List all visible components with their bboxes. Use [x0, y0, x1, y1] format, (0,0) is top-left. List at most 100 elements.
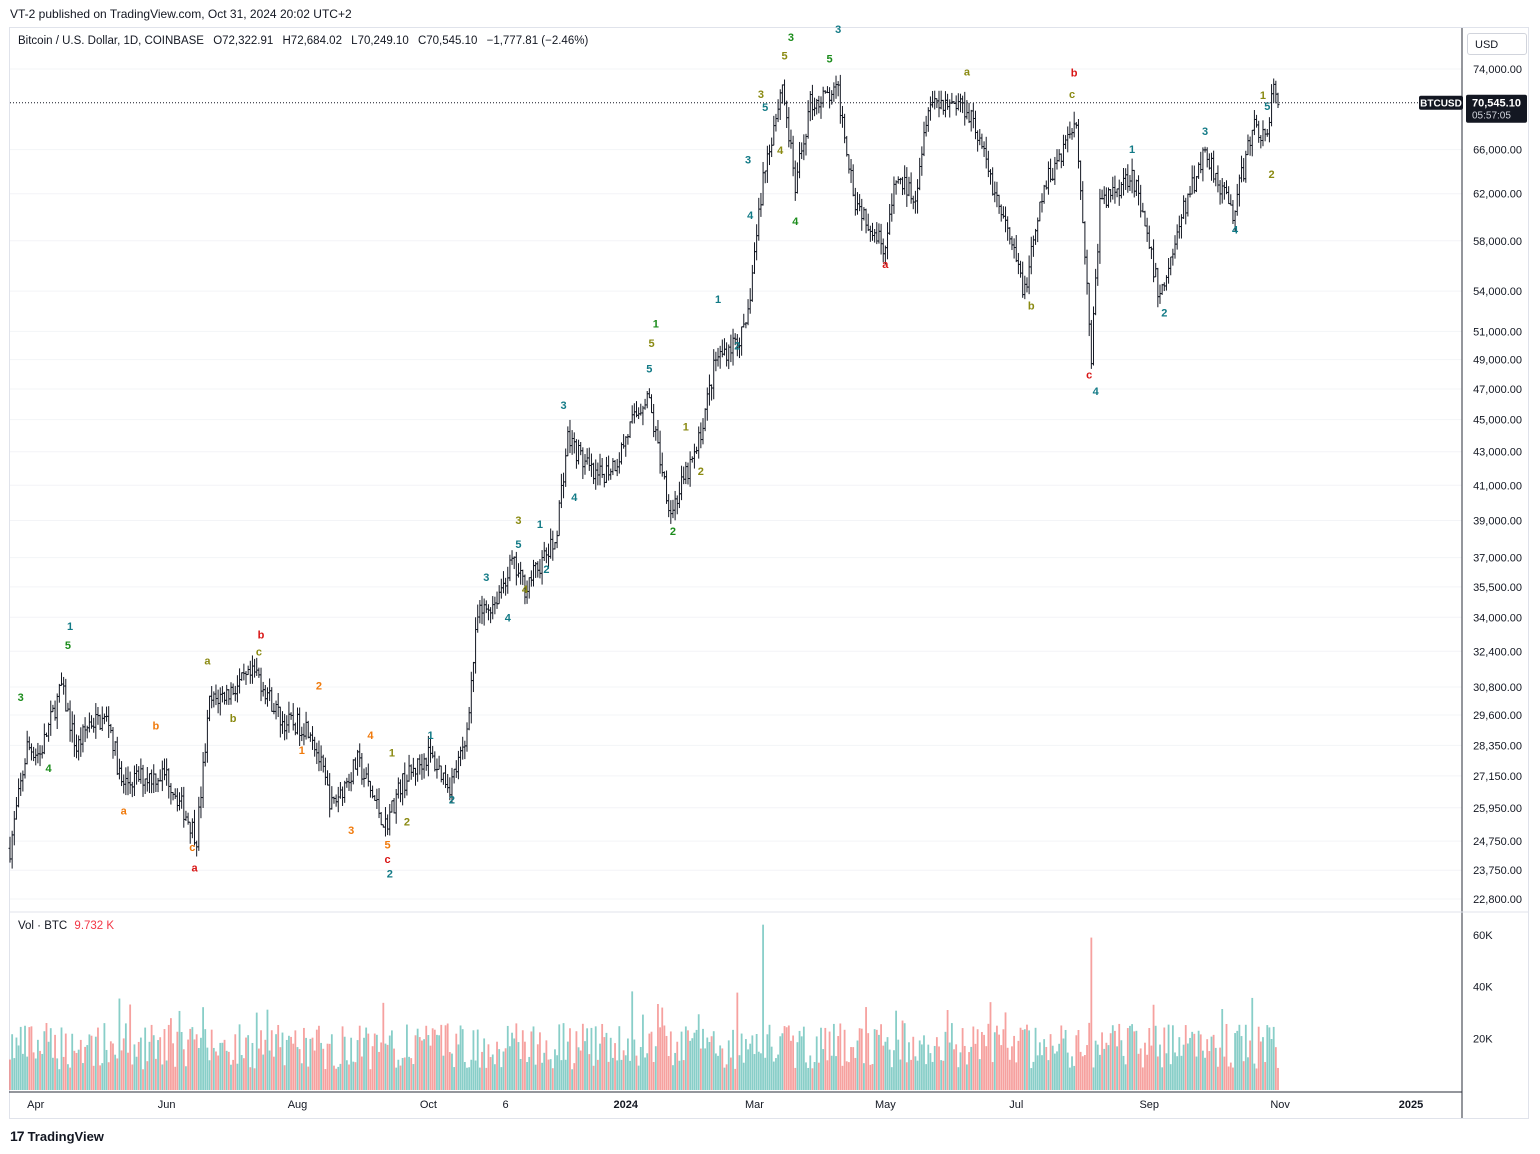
volume-bar — [1270, 1039, 1273, 1090]
ohlc-bar — [499, 578, 503, 599]
volume-axis: 60K 40K 20K — [1473, 930, 1493, 1045]
wave-label: 2 — [698, 466, 704, 478]
volume-bar — [182, 1049, 185, 1090]
wave-label: 3 — [758, 89, 764, 101]
ohlc-bar — [1115, 188, 1119, 198]
volume-bar — [236, 1063, 239, 1090]
ohlc-bar — [1182, 195, 1186, 219]
volume-bar — [594, 1026, 597, 1090]
volume-bar — [826, 1060, 829, 1090]
price-bars — [8, 74, 1280, 869]
volume-bar — [742, 1062, 745, 1090]
volume-bar — [296, 1047, 299, 1090]
volume-bar — [556, 1055, 559, 1090]
volume-bar — [189, 1028, 192, 1090]
ohlc-bar — [1147, 225, 1151, 250]
ohlc-bar — [197, 796, 201, 851]
ohlc-bar — [375, 788, 379, 809]
volume-tick-label: 20K — [1473, 1033, 1493, 1045]
volume-bar — [322, 1048, 325, 1090]
ohlc-bar — [253, 658, 257, 678]
time-axis[interactable]: Apr Jun Aug Oct 6 2024 Mar May Jul Sep Nov 2025 — [27, 1099, 1423, 1111]
tradingview-logo-icon: 17 — [10, 1128, 25, 1144]
volume-bar — [1191, 1031, 1194, 1090]
ohlc-bar — [120, 761, 124, 787]
ohlc-bar — [463, 740, 467, 760]
ohlc-bar — [746, 299, 750, 326]
volume-bar — [669, 1031, 672, 1090]
wave-label: 1 — [537, 519, 543, 531]
volume-bar — [541, 1062, 543, 1090]
wave-label: 1 — [715, 294, 721, 306]
ohlc-bar — [1190, 165, 1194, 195]
ohlc-bar — [791, 135, 795, 177]
volume-bar — [285, 1039, 288, 1090]
price-tick-label: 30,800.00 — [1473, 682, 1522, 694]
ohlc-bar — [851, 164, 855, 197]
ohlc-bar — [276, 693, 280, 718]
volume-bar — [393, 1048, 395, 1090]
currency-button[interactable]: USD — [1467, 33, 1527, 55]
volume-bar — [468, 1067, 471, 1090]
volume-bar — [264, 1039, 267, 1090]
volume-bar — [1165, 1053, 1168, 1090]
ohlc-bar — [1126, 164, 1130, 193]
ohlc-bar — [667, 494, 671, 518]
volume-bar — [380, 1042, 383, 1090]
volume-bar — [588, 1054, 591, 1090]
volume-bar — [534, 1064, 537, 1090]
ohlc-bar — [265, 687, 269, 707]
time-tick-label: May — [875, 1099, 896, 1111]
ohlc-bar — [534, 561, 538, 578]
volume-bar — [1056, 1051, 1058, 1090]
volume-bar — [307, 1066, 310, 1090]
volume-bar — [1159, 1044, 1161, 1090]
ohlc-bar — [79, 727, 83, 757]
ohlc-bar — [570, 430, 574, 455]
legend-high: H72,684.02 — [282, 35, 342, 47]
ohlc-bar — [1021, 261, 1025, 298]
ohlc-bar — [993, 181, 997, 203]
volume-bar — [562, 1023, 565, 1090]
volume-bar — [710, 1036, 713, 1090]
volume-bar — [131, 1064, 134, 1090]
volume-bar — [217, 1055, 220, 1090]
wave-label: 5 — [827, 53, 833, 65]
volume-bar — [326, 1043, 329, 1090]
volume-bar — [504, 1048, 507, 1090]
ohlc-bar — [973, 110, 977, 140]
price-axis[interactable]: 74,000.00 66,000.00 62,000.00 58,000.00 54,0… — [1473, 64, 1522, 906]
volume-bar — [1103, 1048, 1106, 1090]
ohlc-bar — [665, 470, 669, 504]
symbol-tag-text: BTCUSD — [1420, 99, 1462, 110]
ohlc-bar — [838, 74, 842, 124]
volume-bar — [837, 1036, 840, 1090]
ohlc-bar — [1057, 149, 1061, 162]
volume-bar — [1068, 1067, 1071, 1090]
volume-bar — [52, 1057, 54, 1090]
volume-bar — [373, 1033, 376, 1090]
ohlc-bar — [493, 596, 497, 615]
volume-legend-value: 9.732 K — [74, 920, 115, 932]
wave-label: 3 — [348, 825, 354, 837]
volume-bar — [1141, 1067, 1144, 1090]
volume-bar — [706, 1037, 709, 1090]
volume-bar — [847, 1062, 850, 1090]
volume-bar — [1182, 1044, 1185, 1090]
ohlc-bar — [130, 781, 134, 798]
volume-bar — [474, 1060, 477, 1090]
volume-bar — [835, 1056, 837, 1090]
volume-bar — [172, 1043, 174, 1090]
volume-bar — [953, 1049, 955, 1090]
volume-bar — [790, 1040, 792, 1090]
volume-bar — [414, 1035, 417, 1090]
volume-bar — [1079, 1051, 1082, 1090]
volume-bar — [663, 1025, 666, 1090]
ohlc-bar — [184, 810, 188, 821]
volume-bar — [343, 1036, 346, 1090]
price-tick-label: 39,000.00 — [1473, 516, 1522, 528]
ohlc-bar — [834, 75, 838, 99]
ohlc-bar — [64, 678, 68, 712]
ohlc-bar — [557, 500, 561, 537]
